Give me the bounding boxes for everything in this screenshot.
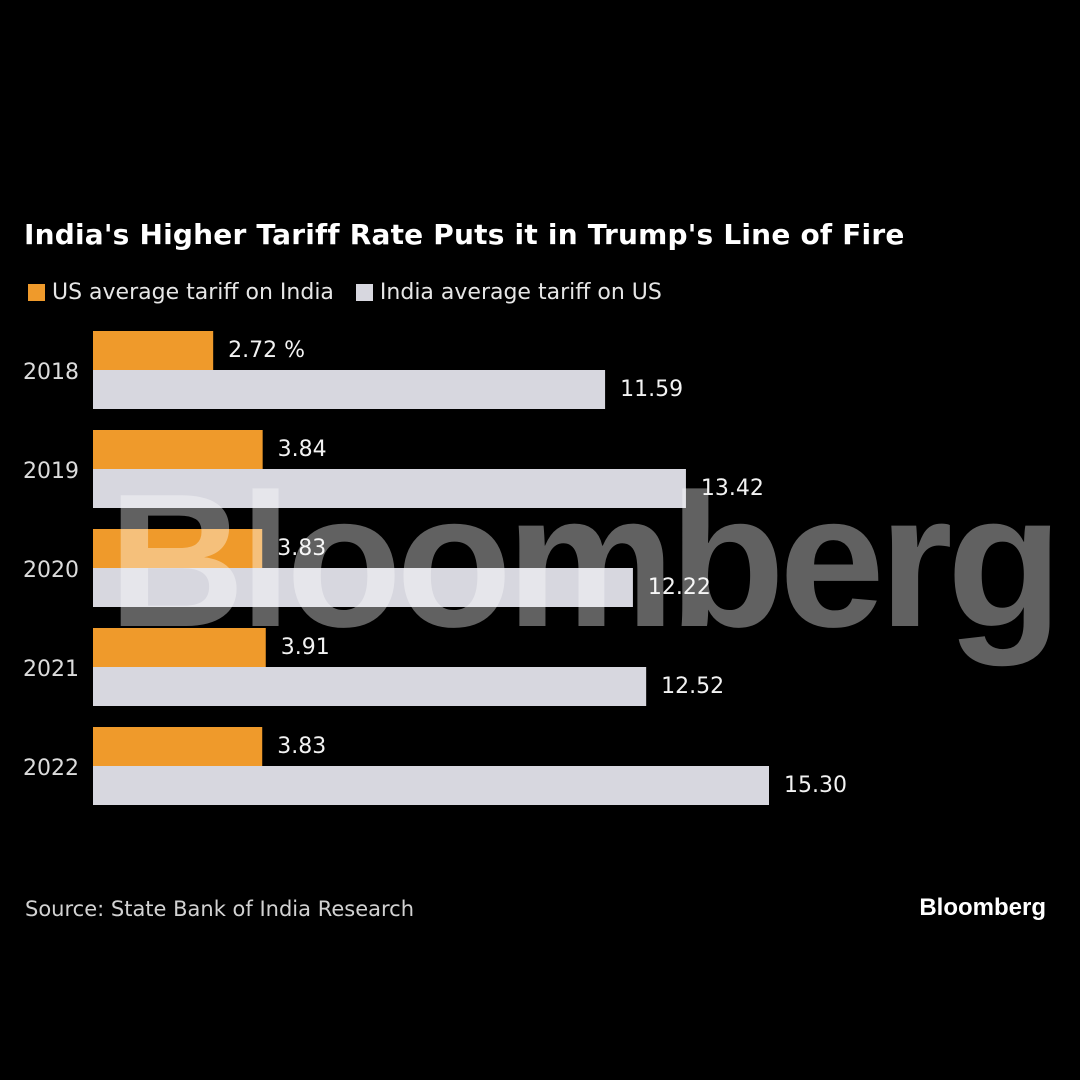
legend-label-us: US average tariff on India	[52, 280, 334, 305]
data-label: 15.30	[784, 773, 847, 798]
source-note: Source: State Bank of India Research	[25, 897, 415, 921]
category-label: 2020	[23, 558, 79, 583]
bar-india	[93, 766, 769, 805]
chart-legend: US average tariff on India India average…	[28, 280, 684, 305]
bar-india	[93, 667, 647, 706]
category-label: 2022	[23, 756, 79, 781]
data-label: 3.84	[278, 437, 327, 462]
bar-india	[93, 469, 686, 508]
data-label: 3.83	[277, 536, 326, 561]
data-label: 13.42	[701, 476, 764, 501]
bar-us	[93, 628, 266, 667]
data-label: 12.22	[648, 575, 711, 600]
legend-item-us: US average tariff on India	[28, 280, 334, 305]
chart-title: India's Higher Tariff Rate Puts it in Tr…	[24, 218, 905, 251]
category-label: 2018	[23, 360, 79, 385]
data-label: 12.52	[661, 674, 724, 699]
bar-us	[93, 331, 214, 370]
legend-label-india: India average tariff on US	[379, 280, 662, 305]
category-label: 2021	[23, 657, 79, 682]
data-label: 3.83	[277, 734, 326, 759]
bar-india	[93, 370, 606, 409]
data-label: 3.91	[281, 635, 330, 660]
legend-swatch-us	[28, 284, 45, 301]
bar-us	[93, 727, 263, 766]
bar-us	[93, 430, 263, 469]
legend-item-india: India average tariff on US	[355, 280, 662, 305]
category-label: 2019	[23, 459, 79, 484]
bloomberg-logo: Bloomberg	[919, 894, 1046, 921]
bar-india	[93, 568, 633, 607]
legend-swatch-india	[355, 284, 373, 301]
data-label: 11.59	[620, 377, 683, 402]
data-label: 2.72 %	[228, 338, 305, 363]
bar-us	[93, 529, 263, 568]
